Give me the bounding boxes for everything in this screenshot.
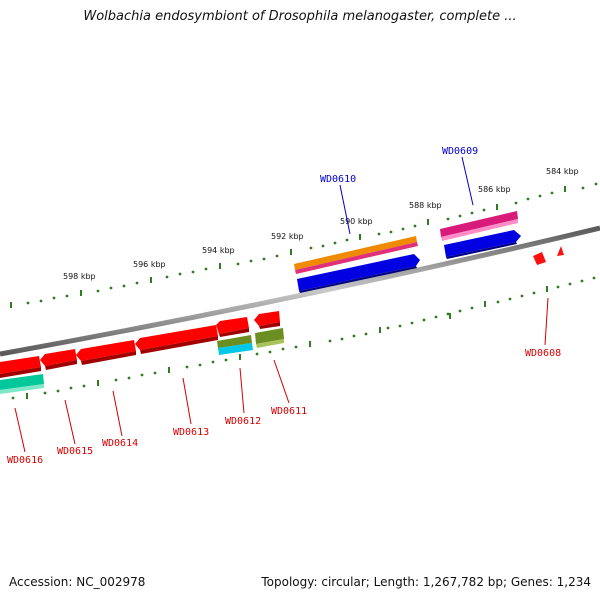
kbp-label: 594 kbp xyxy=(202,246,235,255)
gene-label-wd0609[interactable]: WD0609 xyxy=(442,146,478,157)
kbp-label: 598 kbp xyxy=(63,272,96,281)
gene-label-wd0612[interactable]: WD0612 xyxy=(225,416,261,427)
gene-feature-wd0611[interactable] xyxy=(254,311,280,329)
gene-label-wd0614[interactable]: WD0614 xyxy=(102,438,138,449)
gene-feature-wd0608[interactable] xyxy=(533,246,564,265)
gene-feature-wd0611b[interactable] xyxy=(255,328,284,348)
kbp-label: 586 kbp xyxy=(478,185,511,194)
gene-feature[interactable] xyxy=(297,254,420,293)
genome-stats-text: Topology: circular; Length: 1,267,782 bp… xyxy=(261,575,591,589)
kbp-label: 588 kbp xyxy=(409,201,442,210)
kbp-label: 584 kbp xyxy=(546,167,579,176)
gene-label-wd0613[interactable]: WD0613 xyxy=(173,427,209,438)
gene-label-wd0608[interactable]: WD0608 xyxy=(525,348,561,359)
gene-label-wd0616[interactable]: WD0616 xyxy=(7,455,43,466)
gene-feature[interactable] xyxy=(444,230,521,259)
genome-backbone xyxy=(0,225,600,357)
gene-label-wd0611[interactable]: WD0611 xyxy=(271,406,307,417)
gene-feature[interactable] xyxy=(294,236,418,274)
gene-label-wd0615[interactable]: WD0615 xyxy=(57,446,93,457)
inner-tick-track xyxy=(11,276,596,400)
gene-feature[interactable] xyxy=(440,211,518,241)
gene-feature-wd0616[interactable] xyxy=(0,356,44,394)
gene-feature-wd0615[interactable] xyxy=(40,349,77,370)
outer-tick-track xyxy=(10,182,598,308)
accession-text: Accession: NC_002978 xyxy=(9,575,146,589)
gene-label-wd0610[interactable]: WD0610 xyxy=(320,174,356,185)
gene-feature-wd0614[interactable] xyxy=(76,340,136,365)
gene-feature-wd0613[interactable] xyxy=(135,325,218,354)
map-title: Wolbachia endosymbiont of Drosophila mel… xyxy=(83,9,517,24)
gene-leader-lines xyxy=(14,156,549,453)
kbp-label: 592 kbp xyxy=(271,232,304,241)
gene-feature-wd0612[interactable] xyxy=(216,317,253,355)
kbp-label: 590 kbp xyxy=(340,217,373,226)
kbp-label: 596 kbp xyxy=(133,260,166,269)
